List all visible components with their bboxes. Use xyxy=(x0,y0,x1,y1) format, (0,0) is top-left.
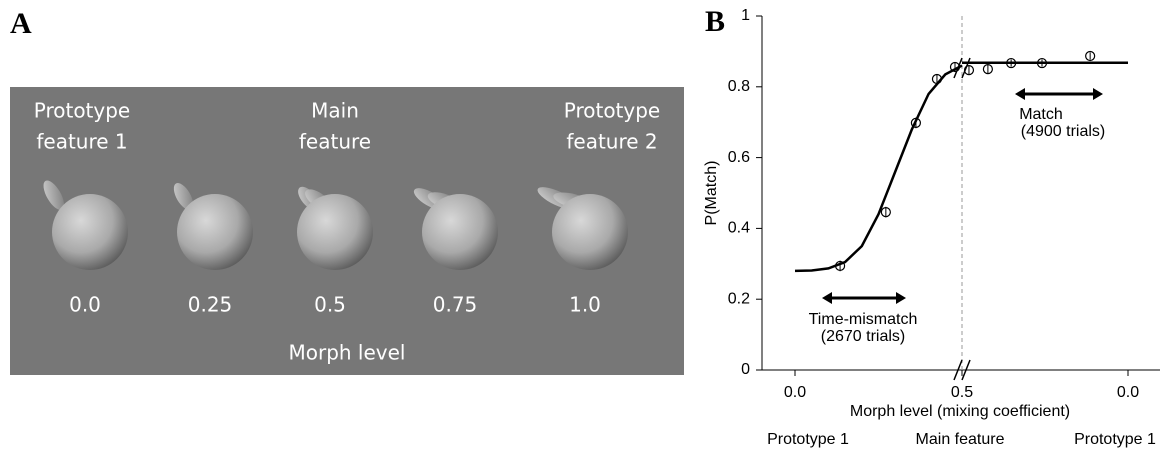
morph-level: 0.25 xyxy=(188,293,233,317)
data-point xyxy=(880,207,891,218)
data-point xyxy=(931,73,943,85)
panel-label: A xyxy=(10,7,32,40)
axis-break xyxy=(961,359,971,381)
feature-label: Prototype xyxy=(34,99,130,123)
morph-level: 1.0 xyxy=(569,293,601,317)
annotation: Time-mismatch xyxy=(809,311,918,328)
y-tick-label: 0 xyxy=(741,361,750,378)
end-label: Prototype 1 xyxy=(767,431,849,448)
chart: 0 0.2 0.4 0.6 0.8 1 0.0 0.5 0.0 Morph level (mixi… xyxy=(703,7,1160,448)
horn xyxy=(173,183,194,210)
end-label: Main feature xyxy=(916,431,1005,448)
feature-label: feature 2 xyxy=(566,130,657,154)
y-tick-label: 0.4 xyxy=(728,220,750,237)
data-point xyxy=(1036,57,1048,69)
data-point xyxy=(1006,57,1017,69)
y-tick-label: 0.8 xyxy=(728,78,750,95)
horn xyxy=(43,180,64,210)
x-tick-label: 0.0 xyxy=(1117,384,1139,401)
stimulus xyxy=(422,194,498,270)
y-tick-label: 0.6 xyxy=(728,149,750,166)
x-axis-label: Morph level (mixing coefficient) xyxy=(850,403,1070,420)
panel-label: B xyxy=(705,5,725,38)
data-point xyxy=(963,65,975,76)
arrow-head xyxy=(822,292,906,304)
stimulus xyxy=(552,194,628,270)
y-axis-label: P(Match) xyxy=(703,161,720,226)
panel-a: Prototype feature 1 Main feature Prototype fe… xyxy=(34,99,660,365)
stimulus xyxy=(297,194,373,270)
stimulus xyxy=(52,194,128,270)
fit-curve xyxy=(794,64,963,273)
morph-level: 0.0 xyxy=(69,293,101,317)
x-tick-label: 0.0 xyxy=(784,384,806,401)
data-point xyxy=(1085,50,1096,62)
x-tick-label: 0.5 xyxy=(951,384,973,401)
axis-break xyxy=(953,359,963,381)
morph-level: 0.75 xyxy=(433,293,478,317)
stimulus xyxy=(177,194,253,270)
annotation: Match xyxy=(1019,106,1063,123)
feature-label: feature 1 xyxy=(36,130,127,154)
morph-level: 0.5 xyxy=(314,293,346,317)
end-label: Prototype 1 xyxy=(1074,431,1156,448)
feature-label: feature xyxy=(299,130,371,154)
data-point xyxy=(982,63,993,75)
annotation: (4900 trials) xyxy=(1021,123,1105,140)
axis-break xyxy=(961,57,971,79)
data-point xyxy=(949,61,961,73)
data-point xyxy=(834,260,846,272)
feature-label: Prototype xyxy=(564,99,660,123)
data-point xyxy=(910,117,922,129)
annotation: (2670 trials) xyxy=(821,328,905,345)
arrow-head xyxy=(1015,88,1103,100)
morph-axis-label: Morph level xyxy=(288,341,405,365)
y-tick-label: 1 xyxy=(741,7,750,24)
feature-label: Main xyxy=(311,99,359,123)
y-tick-label: 0.2 xyxy=(728,290,750,307)
